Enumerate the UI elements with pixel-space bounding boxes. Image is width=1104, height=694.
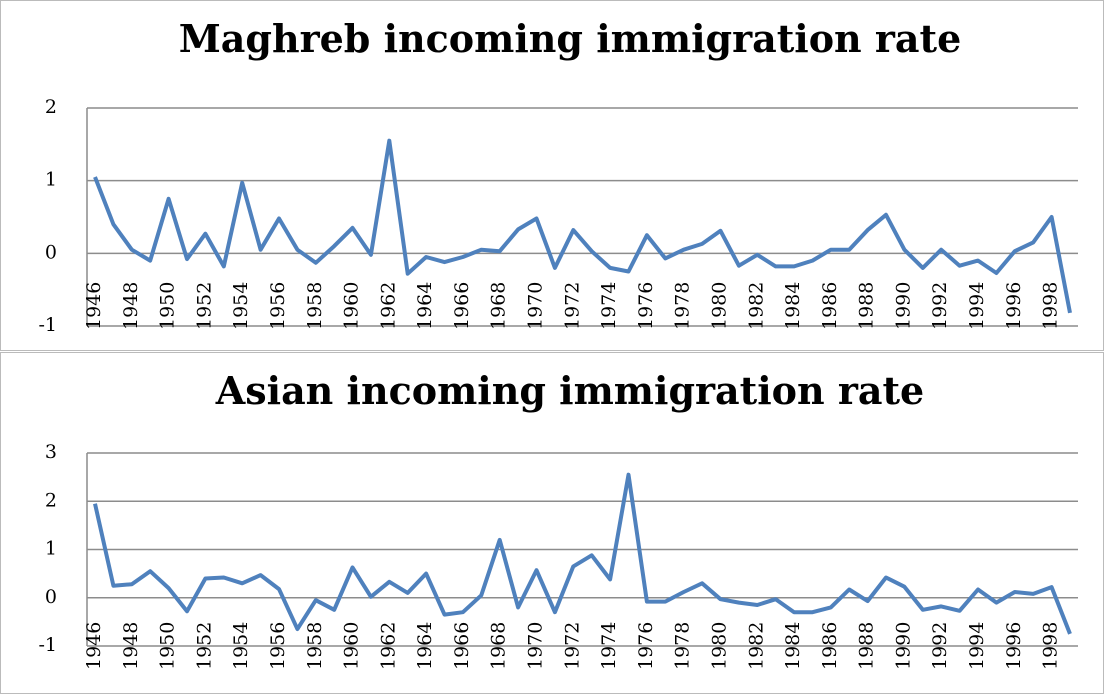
x-tick-label: 1976 [635, 622, 657, 670]
x-tick-label: 1996 [1003, 622, 1025, 670]
x-tick-label: 1954 [230, 282, 252, 330]
x-tick-label: 1986 [819, 282, 841, 330]
x-tick-label: 1972 [561, 622, 583, 670]
x-tick-label: 1960 [341, 282, 363, 330]
x-tick-label: 1994 [966, 622, 988, 670]
x-tick-label: 1956 [267, 622, 289, 670]
x-tick-label: 1954 [230, 622, 252, 670]
x-tick-label: 1962 [377, 282, 399, 330]
x-tick-label: 1984 [782, 622, 804, 670]
x-tick-label: 1980 [708, 622, 730, 670]
y-tick-label: -1 [38, 634, 57, 656]
y-tick-label: 1 [45, 538, 57, 560]
x-tick-label: 1946 [83, 282, 105, 330]
x-tick-label: 1998 [1040, 622, 1062, 670]
x-tick-label: 1982 [745, 622, 767, 670]
x-tick-label: 1968 [488, 622, 510, 670]
x-tick-label: 1972 [561, 282, 583, 330]
x-tick-label: 1992 [929, 282, 951, 330]
x-tick-label: 1980 [708, 282, 730, 330]
x-tick-label: 1958 [304, 622, 326, 670]
x-tick-label: 1966 [451, 282, 473, 330]
x-tick-label: 1974 [598, 282, 620, 330]
x-tick-label: 1986 [819, 622, 841, 670]
y-tick-label: 0 [45, 241, 57, 263]
x-tick-label: 1952 [193, 622, 215, 670]
x-tick-label: 1988 [856, 622, 878, 670]
x-tick-label: 1970 [525, 282, 547, 330]
x-tick-label: 1994 [966, 282, 988, 330]
y-tick-label: -1 [38, 314, 57, 336]
x-tick-label: 1946 [83, 622, 105, 670]
y-tick-label: 2 [45, 96, 57, 118]
x-tick-label: 1978 [672, 622, 694, 670]
x-tick-label: 1948 [120, 282, 142, 330]
x-tick-label: 1992 [929, 622, 951, 670]
data-line [93, 138, 1072, 314]
x-tick-label: 1974 [598, 622, 620, 670]
x-tick-label: 1978 [672, 282, 694, 330]
y-tick-label: 2 [45, 489, 57, 511]
x-tick-label: 1970 [525, 622, 547, 670]
x-tick-label: 1966 [451, 622, 473, 670]
chart-title: Maghreb incoming immigration rate [179, 16, 962, 61]
y-tick-label: 0 [45, 586, 57, 608]
x-tick-label: 1962 [377, 622, 399, 670]
x-tick-label: 1960 [341, 622, 363, 670]
x-tick-label: 1968 [488, 282, 510, 330]
x-tick-label: 1998 [1040, 282, 1062, 330]
y-tick-label: 1 [45, 169, 57, 191]
y-tick-label: 3 [45, 441, 57, 463]
x-tick-label: 1950 [157, 282, 179, 330]
x-tick-label: 1958 [304, 282, 326, 330]
x-tick-label: 1982 [745, 282, 767, 330]
x-tick-label: 1950 [157, 622, 179, 670]
x-tick-label: 1952 [193, 282, 215, 330]
x-tick-label: 1956 [267, 282, 289, 330]
x-tick-label: 1964 [414, 282, 436, 330]
x-tick-label: 1996 [1003, 282, 1025, 330]
x-tick-label: 1984 [782, 282, 804, 330]
x-tick-label: 1988 [856, 282, 878, 330]
x-tick-label: 1990 [892, 282, 914, 330]
x-tick-label: 1990 [892, 622, 914, 670]
chart-title: Asian incoming immigration rate [215, 368, 924, 413]
x-tick-label: 1976 [635, 282, 657, 330]
x-tick-label: 1964 [414, 622, 436, 670]
data-line [93, 472, 1072, 635]
x-tick-label: 1948 [120, 622, 142, 670]
